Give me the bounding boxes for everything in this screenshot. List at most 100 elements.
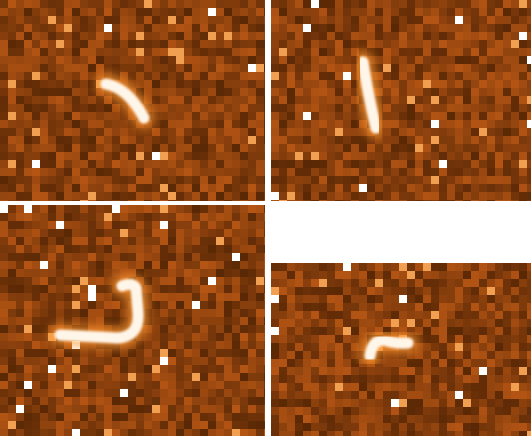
pixel	[56, 24, 64, 32]
pixel	[327, 96, 335, 104]
pixel	[0, 269, 8, 277]
pixel	[128, 221, 136, 229]
pixel	[256, 317, 264, 325]
pixel	[200, 237, 208, 245]
pixel	[399, 407, 407, 415]
pixel	[96, 221, 104, 229]
pixel	[264, 309, 272, 317]
pixel	[8, 397, 16, 405]
pixel	[463, 96, 471, 104]
pixel	[503, 287, 511, 295]
pixel	[407, 431, 415, 436]
pixel	[0, 112, 8, 120]
pixel	[351, 431, 359, 436]
pixel	[160, 48, 168, 56]
pixel	[455, 40, 463, 48]
pixel	[495, 56, 503, 64]
pixel	[527, 72, 531, 80]
pixel	[431, 56, 439, 64]
pixel	[391, 168, 399, 176]
pixel	[511, 351, 519, 359]
pixel	[56, 112, 64, 120]
pixel	[503, 319, 511, 327]
pixel	[64, 40, 72, 48]
pixel	[104, 48, 112, 56]
pixel	[152, 405, 160, 413]
pixel	[399, 80, 407, 88]
pixel	[232, 24, 240, 32]
pixel	[184, 229, 192, 237]
pixel	[128, 8, 136, 16]
pixel	[256, 293, 264, 301]
pixel	[327, 335, 335, 343]
pixel	[0, 64, 8, 72]
pixel	[527, 327, 531, 335]
pixel	[208, 72, 216, 80]
pixel	[455, 8, 463, 16]
pixel	[240, 40, 248, 48]
pixel	[495, 335, 503, 343]
pixel	[104, 317, 112, 325]
pixel	[439, 327, 447, 335]
pixel	[48, 104, 56, 112]
pixel	[240, 317, 248, 325]
pixel	[431, 423, 439, 431]
pixel	[16, 8, 24, 16]
pixel	[160, 317, 168, 325]
pixel	[56, 160, 64, 168]
pixel	[287, 327, 295, 335]
pixel	[335, 40, 343, 48]
pixel	[248, 381, 256, 389]
pixel	[471, 88, 479, 96]
pixel	[463, 391, 471, 399]
pixel	[335, 16, 343, 24]
pixel	[224, 176, 232, 184]
pixel	[271, 367, 279, 375]
pixel	[16, 333, 24, 341]
pixel	[335, 96, 343, 104]
pixel	[16, 237, 24, 245]
pixel	[423, 399, 431, 407]
pixel	[319, 56, 327, 64]
pixel	[192, 341, 200, 349]
pixel	[8, 192, 16, 200]
pixel	[32, 373, 40, 381]
pixel	[184, 325, 192, 333]
pixel	[160, 229, 168, 237]
pixel	[415, 303, 423, 311]
pixel	[152, 253, 160, 261]
pixel	[208, 192, 216, 200]
pixel	[232, 301, 240, 309]
pixel	[359, 136, 367, 144]
pixel	[279, 152, 287, 160]
pixel	[80, 176, 88, 184]
pixel	[391, 359, 399, 367]
pixel	[120, 184, 128, 192]
pixel	[8, 381, 16, 389]
pixel	[88, 32, 96, 40]
pixel	[287, 152, 295, 160]
pixel	[8, 389, 16, 397]
pixel	[487, 80, 495, 88]
pixel	[184, 389, 192, 397]
pixel	[240, 413, 248, 421]
pixel	[279, 72, 287, 80]
pixel	[152, 48, 160, 56]
pixel	[192, 152, 200, 160]
pixel	[88, 64, 96, 72]
pixel	[343, 431, 351, 436]
pixel	[176, 16, 184, 24]
pixel	[343, 367, 351, 375]
pixel	[144, 213, 152, 221]
pixel	[56, 120, 64, 128]
pixel	[240, 8, 248, 16]
pixel	[319, 391, 327, 399]
pixel	[359, 152, 367, 160]
pixel	[56, 413, 64, 421]
pixel	[40, 405, 48, 413]
pixel	[160, 176, 168, 184]
pixel	[168, 333, 176, 341]
pixel	[279, 263, 287, 271]
pixel	[335, 8, 343, 16]
pixel	[487, 335, 495, 343]
